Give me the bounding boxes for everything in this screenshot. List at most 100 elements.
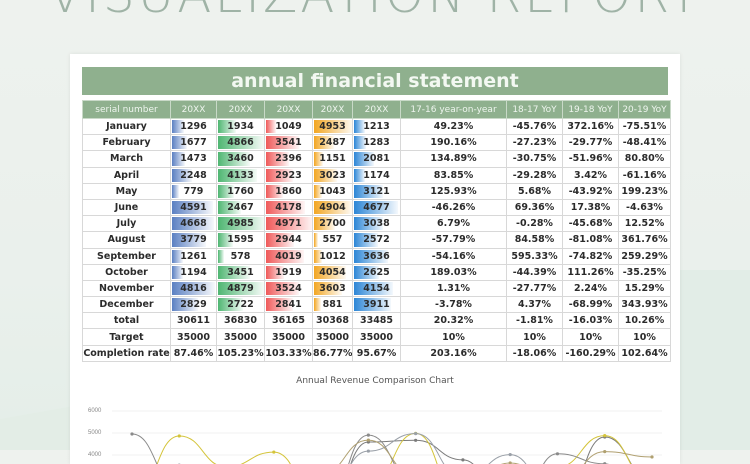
- yoy-cell: -51.96%: [563, 151, 619, 167]
- data-bar-cell: 3779: [171, 232, 217, 248]
- yoy-cell: -29.77%: [563, 135, 619, 151]
- yoy-cell: -27.23%: [507, 135, 563, 151]
- data-bar-cell: 881: [313, 297, 353, 313]
- cell-value: 3636: [363, 251, 389, 262]
- yoy-cell: -4.63%: [619, 199, 671, 215]
- background-shape: [670, 270, 750, 450]
- data-bar-cell: 4133: [217, 167, 265, 183]
- cell-value: 1043: [319, 186, 345, 197]
- yoy-cell: -57.79%: [401, 232, 507, 248]
- summary-cell: 33485: [353, 313, 401, 329]
- data-bar-cell: 3603: [313, 280, 353, 296]
- summary-cell: 36165: [265, 313, 313, 329]
- yoy-cell: 49.23%: [401, 119, 507, 135]
- yoy-cell: -44.39%: [507, 264, 563, 280]
- data-bar-cell: 2700: [313, 216, 353, 232]
- data-bar-cell: 2487: [313, 135, 353, 151]
- cell-value: 4971: [275, 218, 301, 229]
- cell-value: 1012: [319, 251, 345, 262]
- cell-value: 4677: [363, 202, 389, 213]
- data-bar-cell: 3038: [353, 216, 401, 232]
- row-label: August: [83, 232, 171, 248]
- cell-value: 2487: [319, 137, 345, 148]
- row-label: June: [83, 199, 171, 215]
- cell-value: 3460: [227, 153, 253, 164]
- cell-value: 1194: [180, 267, 206, 278]
- yoy-cell: 1.31%: [401, 280, 507, 296]
- row-label: total: [83, 313, 171, 329]
- yoy-cell: 10.26%: [619, 313, 671, 329]
- cell-value: 3038: [363, 218, 389, 229]
- data-bar-cell: 1760: [217, 183, 265, 199]
- cell-value: 2841: [275, 299, 301, 310]
- yoy-cell: 6.79%: [401, 216, 507, 232]
- yoy-cell: -46.26%: [401, 199, 507, 215]
- yoy-cell: 12.52%: [619, 216, 671, 232]
- cell-value: 1049: [275, 121, 301, 132]
- column-header: serial number: [83, 101, 171, 119]
- yoy-cell: 190.16%: [401, 135, 507, 151]
- yoy-cell: 3.42%: [563, 167, 619, 183]
- summary-cell: 105.23%: [217, 345, 265, 361]
- data-bar-cell: 1934: [217, 119, 265, 135]
- data-bar-cell: 2248: [171, 167, 217, 183]
- yoy-cell: 10%: [507, 329, 563, 345]
- summary-cell: 87.46%: [171, 345, 217, 361]
- cell-value: 4953: [319, 121, 345, 132]
- data-bar-cell: 2081: [353, 151, 401, 167]
- data-bar-cell: 1043: [313, 183, 353, 199]
- yoy-cell: 84.58%: [507, 232, 563, 248]
- cell-value: 1760: [227, 186, 253, 197]
- column-header: 20XX: [171, 101, 217, 119]
- cell-value: 4985: [227, 218, 253, 229]
- summary-cell: 30368: [313, 313, 353, 329]
- data-bar-cell: 2396: [265, 151, 313, 167]
- statement-banner: annual financial statement: [82, 67, 668, 95]
- yoy-cell: 343.93%: [619, 297, 671, 313]
- cell-value: 3524: [275, 283, 301, 294]
- yoy-cell: 80.80%: [619, 151, 671, 167]
- summary-cell: 35000: [353, 329, 401, 345]
- yoy-cell: 111.26%: [563, 264, 619, 280]
- data-bar-cell: 4668: [171, 216, 217, 232]
- yoy-cell: 102.64%: [619, 345, 671, 361]
- data-bar-cell: 4985: [217, 216, 265, 232]
- yoy-cell: 125.93%: [401, 183, 507, 199]
- yoy-cell: 20.32%: [401, 313, 507, 329]
- yoy-cell: -29.28%: [507, 167, 563, 183]
- yoy-cell: -16.03%: [563, 313, 619, 329]
- cell-value: 1283: [363, 137, 389, 148]
- data-bar-cell: 1012: [313, 248, 353, 264]
- data-bar-cell: 4154: [353, 280, 401, 296]
- yoy-cell: -27.77%: [507, 280, 563, 296]
- cell-value: 4816: [180, 283, 206, 294]
- data-bar-cell: 3451: [217, 264, 265, 280]
- cell-value: 2248: [180, 170, 206, 181]
- data-bar-cell: 4591: [171, 199, 217, 215]
- data-bar-cell: 4816: [171, 280, 217, 296]
- cell-value: 2923: [275, 170, 301, 181]
- cell-value: 2722: [227, 299, 253, 310]
- yoy-cell: -0.28%: [507, 216, 563, 232]
- data-bar: [314, 233, 318, 246]
- cell-value: 779: [184, 186, 204, 197]
- row-label: January: [83, 119, 171, 135]
- summary-cell: 35000: [217, 329, 265, 345]
- column-header: 20XX: [265, 101, 313, 119]
- row-label: October: [83, 264, 171, 280]
- summary-cell: 36830: [217, 313, 265, 329]
- column-header: 20XX: [217, 101, 265, 119]
- yoy-cell: 10%: [563, 329, 619, 345]
- data-bar-cell: 1261: [171, 248, 217, 264]
- cell-value: 1595: [227, 234, 253, 245]
- yoy-cell: -45.68%: [563, 216, 619, 232]
- yoy-cell: -74.82%: [563, 248, 619, 264]
